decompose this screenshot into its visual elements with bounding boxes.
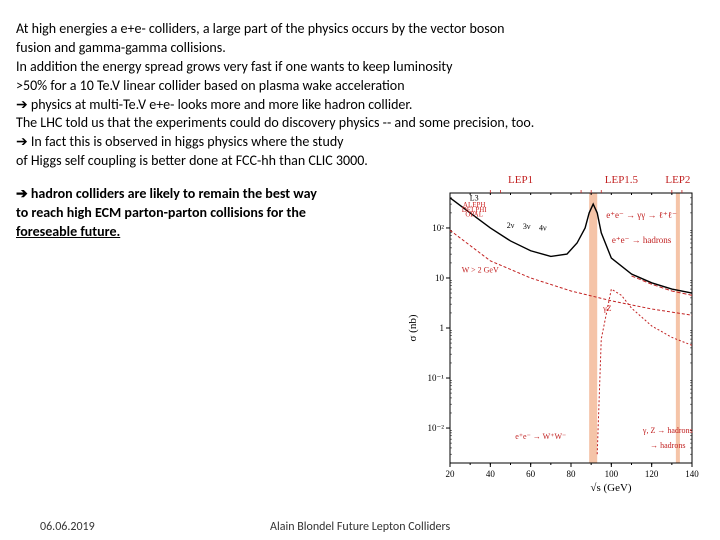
svg-text:OPAL: OPAL — [465, 210, 483, 218]
svg-text:10⁻²: 10⁻² — [428, 423, 445, 433]
svg-text:e⁺e⁻ → W⁺W⁻: e⁺e⁻ → W⁺W⁻ — [515, 432, 566, 441]
text-line: In addition the energy spread grows very… — [16, 58, 704, 77]
svg-text:W > 2 GeV: W > 2 GeV — [462, 265, 499, 274]
paragraph-2: ➔ hadron colliders are likely to remain … — [16, 185, 396, 242]
text-line: The LHC told us that the experiments cou… — [16, 114, 704, 133]
svg-text:e⁺e⁻ → hadrons: e⁺e⁻ → hadrons — [612, 235, 672, 245]
svg-text:γ, Z → hadrons: γ, Z → hadrons — [642, 426, 693, 435]
svg-text:40: 40 — [486, 469, 496, 479]
footer-author: Alain Blondel Future Lepton Colliders — [270, 520, 450, 534]
text-line: foreseable future. — [16, 223, 396, 242]
svg-text:4ν: 4ν — [539, 223, 547, 232]
svg-text:10: 10 — [435, 273, 445, 283]
svg-text:LEP1.5: LEP1.5 — [605, 174, 639, 186]
svg-text:→ hadrons: → hadrons — [650, 441, 685, 450]
text-line: ➔ hadron colliders are likely to remain … — [16, 185, 396, 204]
svg-text:140: 140 — [685, 469, 699, 479]
text-line: >50% for a 10 Te.V linear collider based… — [16, 77, 704, 96]
svg-text:γZ: γZ — [602, 304, 612, 313]
svg-text:120: 120 — [645, 469, 659, 479]
svg-text:σ (nb): σ (nb) — [407, 314, 419, 341]
paragraph-1: At high energies a e+e- colliders, a lar… — [16, 20, 704, 171]
svg-text:2ν: 2ν — [507, 221, 515, 230]
svg-text:1: 1 — [440, 323, 445, 333]
text-line: ➔ physics at multi-Te.V e+e- looks more … — [16, 96, 704, 115]
text-line: At high energies a e+e- colliders, a lar… — [16, 20, 704, 39]
svg-text:80: 80 — [567, 469, 577, 479]
cross-section-chart: 20 40 60 80 100 120 140 10⁻² 10⁻¹ 1 10 10² √s (GeV) σ… — [402, 165, 702, 495]
text-line: ➔ In fact this is observed in higgs phys… — [16, 133, 704, 152]
text-line: fusion and gamma-gamma collisions. — [16, 39, 704, 58]
svg-text:√s (GeV): √s (GeV) — [590, 482, 632, 494]
chart-svg: 20 40 60 80 100 120 140 10⁻² 10⁻¹ 1 10 10² √s (GeV) σ… — [402, 165, 702, 495]
svg-text:LEP1: LEP1 — [508, 174, 533, 186]
svg-text:60: 60 — [526, 469, 536, 479]
svg-text:e⁺e⁻ → γγ → ℓ⁺ℓ⁻: e⁺e⁻ → γγ → ℓ⁺ℓ⁻ — [606, 210, 677, 220]
footer-date: 06.06.2019 — [40, 520, 95, 534]
svg-text:LEP2: LEP2 — [665, 174, 690, 186]
svg-text:3ν: 3ν — [523, 222, 531, 231]
svg-text:10²: 10² — [432, 223, 444, 233]
svg-text:20: 20 — [446, 469, 456, 479]
text-line: to reach high ECM parton-parton collisio… — [16, 204, 396, 223]
svg-text:10⁻¹: 10⁻¹ — [428, 373, 445, 383]
svg-text:100: 100 — [605, 469, 619, 479]
